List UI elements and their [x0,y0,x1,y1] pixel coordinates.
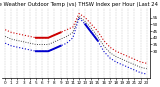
Title: Milwaukee Weather Outdoor Temp (vs) THSW Index per Hour (Last 24 Hours): Milwaukee Weather Outdoor Temp (vs) THSW… [0,2,160,7]
